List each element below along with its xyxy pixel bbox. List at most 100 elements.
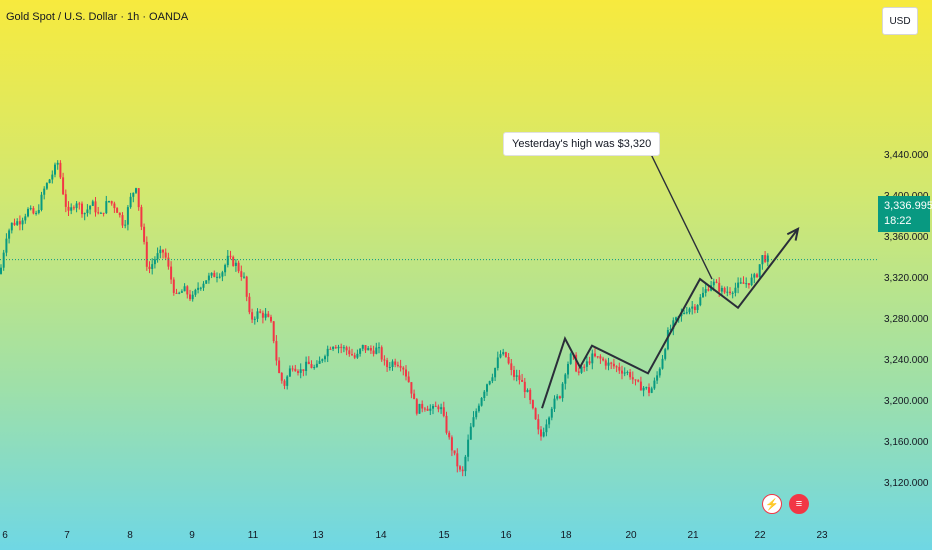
candle-body	[621, 370, 623, 374]
y-tick-label: 3,120.000	[884, 478, 929, 489]
candle-body	[253, 318, 256, 320]
candle-body	[658, 368, 661, 376]
candle-body	[429, 408, 432, 411]
candle-body	[550, 408, 553, 418]
candle-body	[21, 220, 24, 225]
candle-body	[175, 292, 178, 294]
candle-body	[307, 361, 310, 365]
candle-body	[143, 226, 146, 242]
x-tick-label: 15	[438, 530, 450, 541]
candle-body	[81, 203, 83, 215]
candle-body	[283, 380, 286, 386]
candle-body	[64, 194, 67, 207]
bar-countdown: 18:22	[884, 215, 912, 227]
candle-body	[99, 212, 102, 214]
candle-body	[445, 415, 448, 433]
candle-body	[499, 354, 502, 358]
annotation-callout[interactable]: Yesterday's high was $3,320	[503, 132, 661, 156]
candle-body	[16, 221, 19, 225]
candle-body	[510, 363, 513, 370]
candle-body	[707, 289, 710, 291]
candle-body	[332, 346, 335, 350]
candle-body	[666, 330, 669, 350]
candle-body	[580, 366, 583, 373]
candle-body	[699, 297, 702, 306]
currency-selector[interactable]: USD	[882, 7, 918, 35]
candle-body	[162, 249, 164, 253]
candle-body	[612, 363, 615, 367]
candle-body	[105, 201, 108, 214]
candle-body	[148, 266, 151, 270]
candle-body	[91, 201, 94, 206]
candle-body	[491, 377, 494, 382]
candle-body	[140, 207, 143, 227]
candle-body	[86, 209, 89, 214]
candle-body	[124, 224, 127, 226]
candle-body	[418, 403, 421, 414]
candle-body	[540, 429, 542, 437]
candle-body	[432, 405, 434, 409]
candle-body	[507, 357, 510, 364]
candle-body	[537, 419, 540, 430]
candle-body	[410, 382, 413, 394]
candle-body	[664, 349, 667, 359]
candle-body	[556, 396, 559, 399]
candle-body	[13, 222, 16, 225]
candle-body	[326, 348, 329, 357]
candle-body	[426, 408, 429, 411]
candle-body	[40, 194, 43, 210]
x-tick-label: 22	[754, 530, 766, 541]
candle-body	[62, 177, 65, 195]
candle-body	[486, 384, 488, 392]
candle-body	[54, 164, 56, 175]
candle-body	[70, 207, 73, 211]
candle-body	[729, 291, 731, 294]
candle-body	[591, 353, 594, 364]
candle-body	[526, 389, 529, 393]
candle-body	[121, 215, 124, 226]
candle-body	[604, 360, 607, 366]
candle-body	[294, 368, 297, 372]
candle-body	[399, 365, 402, 368]
candle-body	[396, 364, 399, 366]
candle-body	[504, 352, 507, 358]
candle-body	[764, 255, 767, 262]
candle-body	[321, 359, 324, 361]
candle-body	[172, 279, 175, 293]
candle-body	[299, 369, 302, 373]
candle-body	[461, 469, 464, 472]
candle-body	[240, 271, 243, 278]
candle-body	[78, 203, 81, 205]
candle-body	[59, 162, 62, 178]
candle-body	[469, 426, 472, 440]
candle-body	[183, 286, 186, 292]
candle-body	[383, 359, 386, 361]
y-tick-label: 3,160.000	[884, 437, 929, 448]
candle-body	[472, 417, 475, 427]
candle-body	[521, 379, 524, 382]
candle-body	[523, 381, 526, 393]
candle-body	[594, 353, 596, 357]
candle-body	[110, 201, 113, 204]
chart-title: Gold Spot / U.S. Dollar · 1h · OANDA	[6, 11, 189, 23]
candle-body	[135, 188, 137, 193]
candle-body	[739, 282, 742, 284]
candle-body	[440, 407, 443, 410]
candle-body	[189, 294, 191, 300]
lightning-icon[interactable]: ⚡	[762, 494, 782, 514]
candle-body	[423, 408, 426, 410]
candle-body	[237, 262, 240, 272]
candle-body	[626, 372, 629, 374]
candle-body	[27, 208, 29, 217]
candle-body	[251, 312, 254, 320]
candle-body	[494, 368, 497, 378]
candle-body	[180, 291, 183, 293]
candle-body	[704, 289, 707, 293]
candle-body	[488, 381, 491, 385]
flag-icon[interactable]: ≡	[789, 494, 809, 514]
candle-body	[267, 313, 270, 317]
candle-body	[102, 212, 105, 214]
y-tick-label: 3,280.000	[884, 314, 929, 325]
candle-body	[116, 208, 119, 213]
